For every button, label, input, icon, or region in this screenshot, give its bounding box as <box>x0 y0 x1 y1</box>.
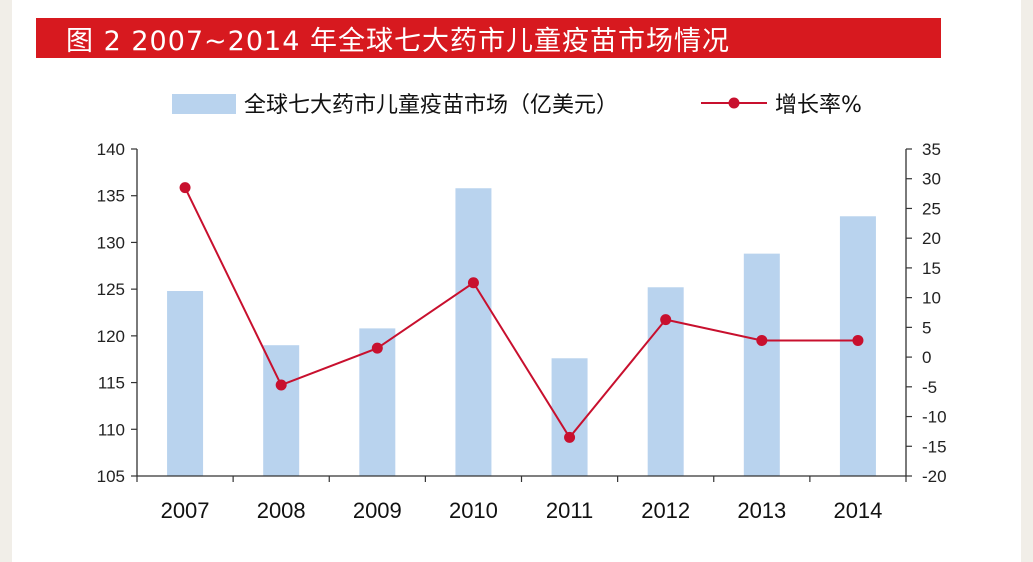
legend-bar-swatch <box>172 94 236 114</box>
left-tick-label: 110 <box>98 420 125 439</box>
x-tick-label: 2009 <box>353 498 402 523</box>
right-tick-label: -5 <box>922 378 937 397</box>
right-tick-label: -15 <box>922 437 947 456</box>
growth-rate-point <box>564 431 576 443</box>
x-tick-label: 2010 <box>449 498 498 523</box>
x-tick-label: 2007 <box>161 498 210 523</box>
right-tick-label: 0 <box>922 348 931 367</box>
bar <box>839 216 876 477</box>
title-bar: 图 2 2007~2014 年全球七大药市儿童疫苗市场情况 <box>36 18 941 58</box>
growth-rate-point <box>467 277 479 289</box>
bar <box>455 188 492 477</box>
x-tick-label: 2013 <box>737 498 786 523</box>
left-tick-label: 105 <box>97 467 125 486</box>
growth-rate-point <box>852 334 864 346</box>
right-tick-label: 15 <box>922 259 941 278</box>
left-tick-label: 140 <box>97 140 125 159</box>
line-series <box>179 182 864 443</box>
bar <box>167 291 204 476</box>
left-tick-label: 135 <box>97 187 125 206</box>
bar-series <box>167 188 876 477</box>
left-tick-label: 115 <box>98 374 125 393</box>
legend-line-label: 增长率% <box>775 93 862 118</box>
legend-bar-label: 全球七大药市儿童疫苗市场（亿美元） <box>244 93 618 118</box>
growth-rate-point <box>371 342 383 354</box>
right-tick-label: 20 <box>922 229 941 248</box>
growth-rate-point <box>179 182 191 194</box>
growth-rate-line <box>184 187 858 440</box>
legend-line-marker <box>728 97 740 109</box>
right-tick-label: 25 <box>922 199 941 218</box>
growth-rate-point <box>660 314 672 326</box>
x-tick-label: 2011 <box>546 498 593 523</box>
chart-title: 图 2 2007~2014 年全球七大药市儿童疫苗市场情况 <box>66 25 730 57</box>
right-tick-label: 10 <box>922 289 941 308</box>
bar <box>743 253 780 476</box>
right-tick-label: -20 <box>922 467 947 486</box>
left-page-edge <box>0 0 12 562</box>
growth-rate-point <box>756 334 768 346</box>
left-tick-label: 120 <box>97 327 125 346</box>
right-tick-label: 35 <box>922 140 941 159</box>
left-tick-label: 130 <box>97 233 125 252</box>
right-page-edge <box>1021 0 1033 562</box>
right-tick-label: 5 <box>922 318 931 337</box>
growth-rate-point <box>275 379 287 391</box>
x-tick-label: 2012 <box>641 498 690 523</box>
x-tick-label: 2014 <box>833 498 882 523</box>
legend: 全球七大药市儿童疫苗市场（亿美元） 增长率% <box>172 93 862 118</box>
x-tick-label: 2008 <box>257 498 306 523</box>
axes: 105 110 115 120 125 130 135 140 -20 -15 -10 -5 0 5 10 1… <box>97 140 947 523</box>
right-tick-label: 30 <box>922 170 941 189</box>
bar <box>263 345 300 476</box>
right-tick-label: -10 <box>922 408 947 427</box>
left-tick-label: 125 <box>97 280 125 299</box>
